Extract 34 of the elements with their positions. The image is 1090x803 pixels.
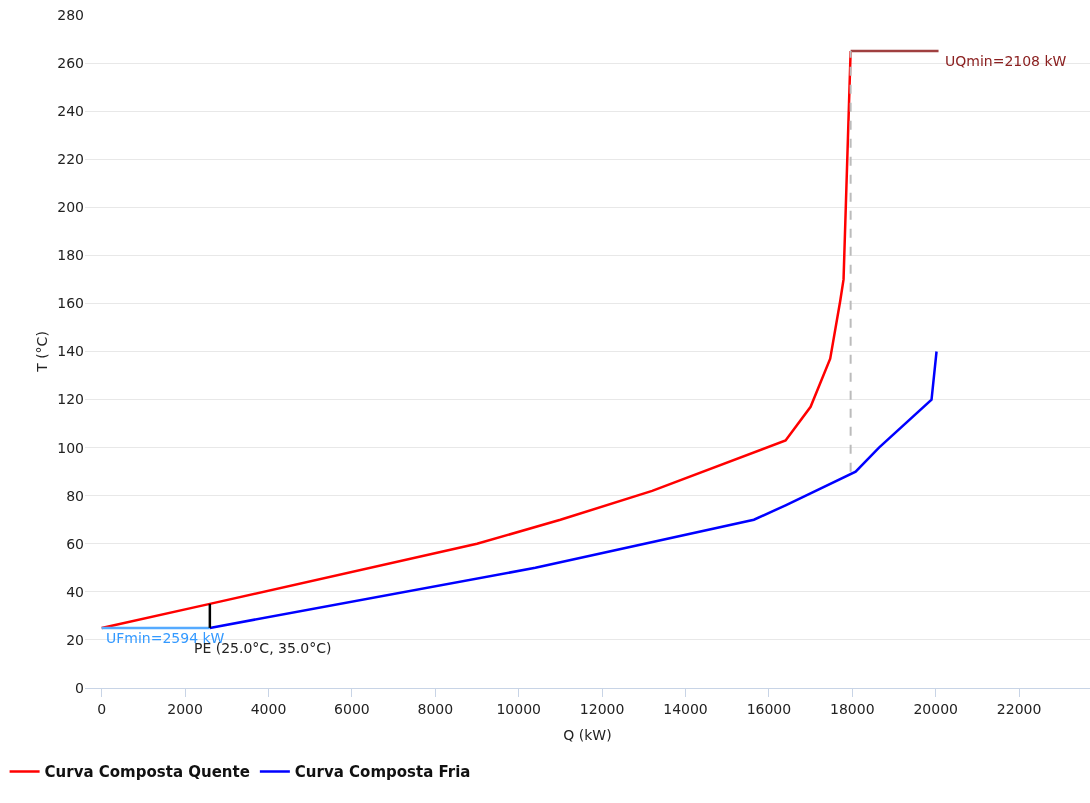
x-tick-label: 14000 [663,700,708,717]
legend-label: Curva Composta Fria [294,763,471,782]
x-tick-label: 20000 [913,700,958,717]
y-tick-label: 200 [57,199,84,216]
x-tick-label: 4000 [250,700,287,717]
annotation: UQmin=2108 kW [945,53,1067,69]
y-tick-label: 20 [66,631,84,648]
x-tick-label: 18000 [830,700,875,717]
y-tick-label: 180 [57,247,84,264]
x-tick-label: 16000 [746,700,792,717]
x-tick-label: 8000 [417,700,454,717]
y-tick-label: 160 [57,295,84,312]
y-tick-label: 40 [66,583,84,600]
y-tick-label: 60 [66,535,84,552]
y-tick-label: 220 [57,151,84,168]
x-tick-label: 10000 [496,700,541,717]
y-tick-label: 260 [57,54,84,71]
y-tick-label: 140 [57,343,84,360]
line-series [208,350,938,630]
y-tick-label: 280 [57,6,84,23]
x-tick-label: 2000 [167,700,203,717]
line-series [100,49,852,630]
x-tick-label: 6000 [334,700,370,717]
x-tick-label: 12000 [579,700,625,717]
y-tick-label: 80 [66,487,84,504]
x-tick-label: 22000 [996,700,1042,717]
y-axis-title: T (°C) [34,331,50,373]
y-tick-label: 100 [57,439,84,456]
y-tick-label: 0 [75,679,84,696]
y-tick-label: 120 [57,391,84,408]
y-tick-label: 240 [57,103,84,120]
x-axis-title: Q (kW) [563,727,612,743]
legend-label: Curva Composta Quente [44,763,250,782]
x-tick-label: 0 [97,700,107,717]
